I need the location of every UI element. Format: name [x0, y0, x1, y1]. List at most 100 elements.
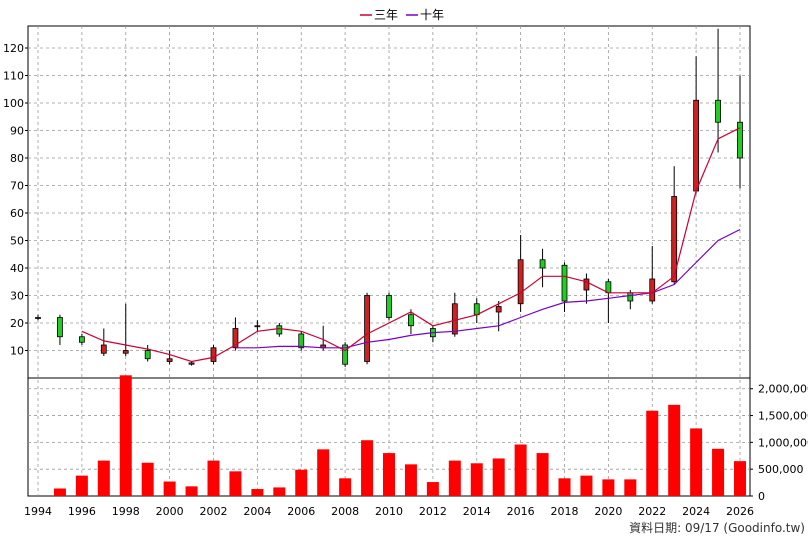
- chart-legend: 三年 十年: [360, 8, 444, 22]
- volume-tick-label: 500,000: [758, 463, 804, 476]
- volume-bar: [97, 460, 110, 496]
- volume-bar: [602, 479, 615, 496]
- price-tick-label: 10: [10, 345, 24, 358]
- volume-bar: [383, 453, 395, 496]
- candle-body-up: [342, 344, 349, 365]
- year-tick-label: 2012: [419, 505, 447, 518]
- candle-body-down: [671, 196, 678, 283]
- candle-body-up: [78, 336, 85, 343]
- volume-bar: [558, 478, 571, 496]
- volume-bar: [470, 463, 483, 496]
- volume-axis-ticks: 0 500,000 1,000,000 1,500,000 2,000,000: [750, 383, 808, 503]
- candle-body-up: [386, 295, 392, 318]
- year-tick-label: 2010: [375, 505, 403, 518]
- volume-bar: [426, 482, 439, 496]
- year-tick-label: 2008: [331, 505, 359, 518]
- candle-body-up: [715, 99, 721, 123]
- year-tick-label: 2006: [287, 505, 315, 518]
- candle-body-down: [451, 303, 458, 335]
- volume-tick-label: 1,000,000: [758, 436, 808, 449]
- volume-tick-label: 0: [758, 490, 765, 503]
- volume-bar: [317, 449, 330, 496]
- year-tick-label: 2022: [638, 505, 666, 518]
- volume-bars: [53, 375, 746, 496]
- legend-10yr-label: 十年: [420, 8, 444, 22]
- volume-bar: [339, 478, 352, 496]
- price-tick-label: 120: [3, 42, 24, 55]
- candle-body-down: [100, 344, 107, 354]
- volume-bar: [492, 458, 505, 496]
- candle-body-down: [210, 347, 217, 362]
- year-axis-ticks: 1994 1996 1998 2000 2002 2004 2006 2008 2010 2012…: [24, 505, 754, 518]
- price-tick-label: 40: [10, 262, 24, 275]
- candle-body-up: [627, 292, 634, 302]
- candle-body-down: [166, 358, 173, 362]
- candle-body-up: [737, 121, 743, 159]
- volume-bar: [734, 461, 746, 496]
- volume-bar: [119, 375, 132, 496]
- price-axis-ticks: 10 20 30 40 50 60 70 80 90 100 110 120: [3, 42, 28, 358]
- volume-bar: [229, 471, 242, 496]
- price-tick-label: 110: [3, 70, 24, 83]
- candle-body-up: [144, 350, 151, 360]
- price-tick-label: 90: [10, 125, 24, 138]
- volume-bar: [207, 460, 220, 496]
- price-tick-label: 50: [10, 235, 24, 248]
- volume-bar: [75, 475, 88, 496]
- price-tick-label: 30: [10, 290, 24, 303]
- candle-body-up: [254, 325, 261, 328]
- volume-bar: [163, 481, 176, 496]
- volume-bar: [273, 487, 286, 496]
- candle-body-down: [517, 259, 524, 305]
- year-tick-label: 2016: [507, 505, 535, 518]
- candle-body-up: [561, 264, 568, 302]
- price-tick-label: 60: [10, 207, 24, 220]
- volume-bar: [404, 464, 417, 496]
- volume-bar: [668, 404, 681, 496]
- year-tick-label: 2000: [156, 505, 184, 518]
- candle-body-up: [473, 303, 480, 316]
- price-tick-label: 70: [10, 180, 24, 193]
- candle-body-down: [188, 362, 195, 365]
- ma-3yr-line: [81, 127, 741, 363]
- price-tick-label: 20: [10, 317, 24, 330]
- volume-bar: [141, 462, 154, 496]
- volume-bar: [690, 428, 703, 496]
- year-tick-label: 2024: [682, 505, 710, 518]
- source-note: 資料日期: 09/17 (Goodinfo.tw): [629, 521, 805, 535]
- price-tick-label: 80: [10, 152, 24, 165]
- year-tick-label: 2004: [243, 505, 271, 518]
- volume-bar: [53, 488, 66, 496]
- candle-body-up: [276, 325, 283, 335]
- volume-bar: [295, 469, 308, 496]
- moving-average-lines: [81, 127, 741, 363]
- candle-body-up: [605, 281, 612, 294]
- volume-bar: [536, 453, 549, 496]
- candle-body-up: [57, 317, 63, 338]
- candle-body-down: [122, 350, 129, 354]
- volume-bar: [712, 448, 725, 496]
- candle-body-down: [364, 295, 370, 362]
- year-tick-label: 1996: [68, 505, 96, 518]
- year-tick-label: 2026: [726, 505, 754, 518]
- price-candles: [35, 28, 743, 367]
- volume-bar: [361, 440, 374, 496]
- candle-body-down: [649, 278, 656, 302]
- candle-body-up: [408, 314, 414, 327]
- year-tick-label: 2020: [594, 505, 622, 518]
- volume-bar: [646, 410, 659, 496]
- volume-bar: [624, 479, 637, 496]
- volume-bar: [580, 475, 593, 496]
- volume-bar: [185, 486, 198, 496]
- candle-body-down: [693, 99, 700, 192]
- candle-body-up: [539, 259, 546, 269]
- year-tick-label: 1994: [24, 505, 52, 518]
- volume-tick-label: 1,500,000: [758, 410, 808, 423]
- ma-10yr-line: [235, 228, 741, 349]
- volume-tick-label: 2,000,000: [758, 383, 808, 396]
- legend-3yr-label: 三年: [374, 8, 398, 22]
- grid-lines: [28, 26, 750, 496]
- candle-body-down: [583, 278, 590, 291]
- volume-bar: [448, 460, 461, 496]
